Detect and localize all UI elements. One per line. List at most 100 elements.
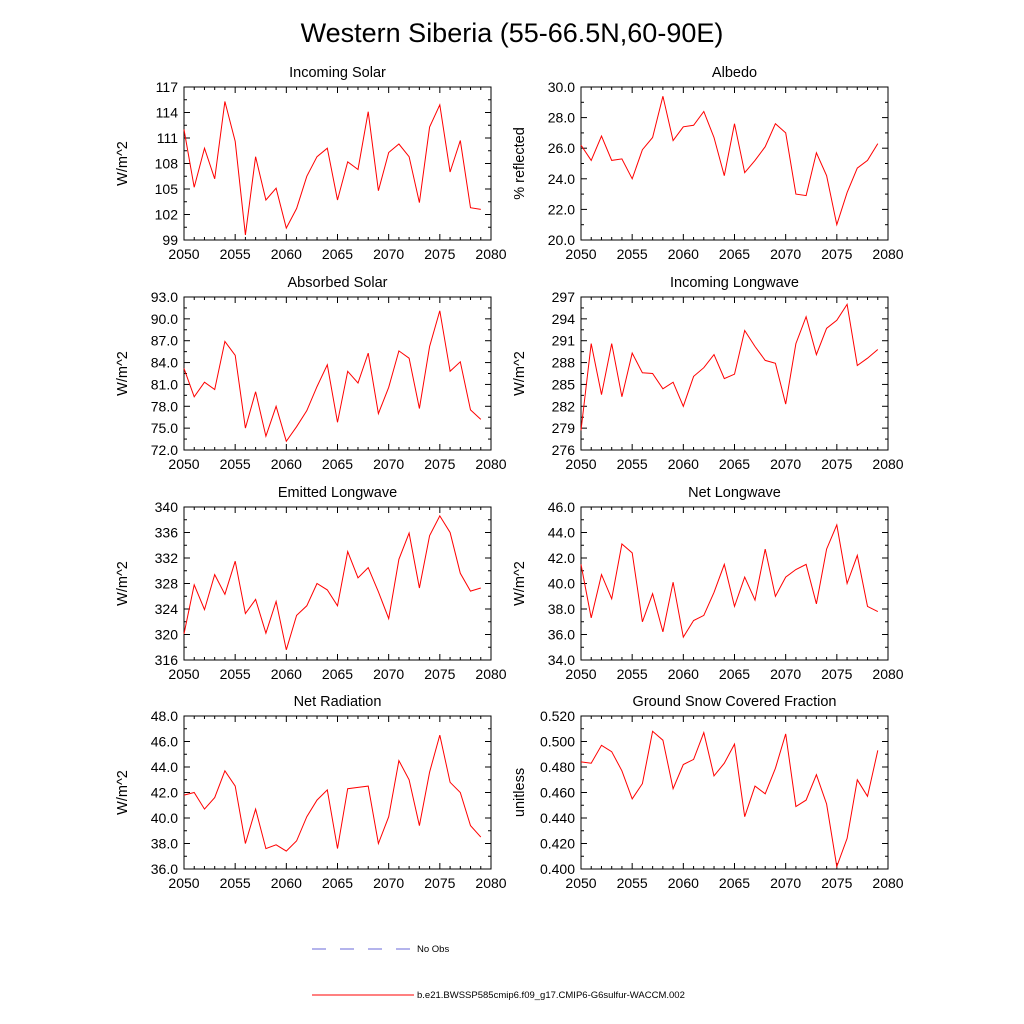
plot-frame	[580, 506, 889, 661]
y-tick-label: 117	[156, 79, 179, 95]
y-tick-label: 36.0	[151, 861, 178, 877]
y-axis-label: W/m^2	[512, 561, 528, 606]
y-tick-label: 34.0	[548, 652, 575, 668]
x-tick-label: 2055	[617, 666, 648, 682]
x-tick-label: 2065	[322, 875, 353, 891]
x-tick-label: 2055	[220, 246, 251, 262]
x-tick-label: 2050	[565, 666, 596, 682]
x-tick-label: 2050	[168, 666, 199, 682]
y-tick-label: 46.0	[151, 734, 178, 750]
x-tick-label: 2075	[821, 875, 852, 891]
panel-title: Net Radiation	[294, 694, 382, 710]
y-axis-label: W/m^2	[115, 351, 131, 396]
x-tick-label: 2080	[872, 456, 903, 472]
y-tick-label: 294	[552, 311, 576, 327]
y-axis-label: % reflected	[512, 127, 528, 200]
x-tick-label: 2075	[424, 666, 455, 682]
x-tick-label: 2050	[168, 875, 199, 891]
y-tick-label: 36.0	[548, 627, 575, 643]
series-line	[580, 523, 879, 639]
legend: No Obs b.e21.BWSSP585cmip6.f09_g17.CMIP6…	[312, 944, 685, 1001]
y-tick-label: 316	[155, 652, 179, 668]
x-tick-label: 2060	[271, 246, 302, 262]
y-axis-label: W/m^2	[115, 141, 131, 186]
panel-5: Net Longwave W/m^2 2050 2055 2060 2065 2070 207…	[512, 485, 904, 682]
y-tick-label: 40.0	[151, 810, 178, 826]
panel-7: Ground Snow Covered Fraction unitless 2050…	[512, 694, 904, 891]
y-tick-label: 90.0	[151, 311, 178, 327]
y-axis-label: W/m^2	[512, 351, 528, 396]
x-tick-label: 2080	[872, 246, 903, 262]
panel-title: Net Longwave	[688, 485, 781, 501]
x-tick-label: 2060	[271, 666, 302, 682]
x-tick-label: 2050	[168, 246, 199, 262]
panel-3: Incoming Longwave W/m^2 2050 2055 2060 2065 20…	[512, 275, 904, 472]
y-tick-label: 42.0	[548, 550, 575, 566]
x-tick-label: 2075	[424, 875, 455, 891]
x-tick-label: 2080	[475, 456, 506, 472]
y-tick-label: 297	[552, 289, 576, 305]
y-tick-label: 108	[155, 156, 179, 172]
x-tick-label: 2060	[271, 456, 302, 472]
x-tick-label: 2065	[719, 666, 750, 682]
y-tick-label: 114	[156, 105, 179, 121]
x-tick-label: 2050	[565, 456, 596, 472]
series-line	[183, 514, 481, 650]
x-tick-label: 2070	[373, 246, 404, 262]
panel-title: Absorbed Solar	[288, 275, 388, 291]
plot-frame	[183, 506, 492, 661]
y-tick-label: 0.400	[540, 861, 575, 877]
panel-title: Albedo	[712, 65, 757, 81]
x-tick-label: 2055	[220, 666, 251, 682]
x-tick-label: 2075	[821, 666, 852, 682]
series-line	[183, 101, 481, 235]
y-axis-label: W/m^2	[115, 561, 131, 606]
panel-2: Absorbed Solar W/m^2 2050 2055 2060 2065 2070 2…	[115, 275, 507, 472]
y-tick-label: 22.0	[548, 201, 575, 217]
x-tick-label: 2060	[668, 456, 699, 472]
y-tick-label: 0.460	[540, 785, 575, 801]
x-tick-label: 2060	[668, 246, 699, 262]
plot-frame	[183, 296, 492, 451]
y-tick-label: 328	[155, 576, 179, 592]
x-tick-label: 2055	[220, 875, 251, 891]
y-tick-label: 99	[162, 232, 178, 248]
panel-6: Net Radiation W/m^2 2050 2055 2060 2065 2070 20…	[115, 694, 507, 891]
y-tick-label: 282	[552, 398, 576, 414]
x-tick-label: 2070	[373, 875, 404, 891]
x-tick-label: 2080	[872, 875, 903, 891]
series-line	[580, 730, 879, 869]
y-tick-label: 291	[552, 333, 576, 349]
panel-1: Albedo % reflected 2050 2055 2060 2065 2070 207…	[512, 65, 904, 262]
x-tick-label: 2080	[475, 666, 506, 682]
x-tick-label: 2075	[821, 246, 852, 262]
y-tick-label: 279	[552, 420, 576, 436]
y-tick-label: 38.0	[548, 601, 575, 617]
y-tick-label: 24.0	[548, 171, 575, 187]
y-tick-label: 28.0	[548, 110, 575, 126]
x-tick-label: 2070	[770, 666, 801, 682]
series-line	[183, 310, 482, 443]
x-tick-label: 2070	[373, 666, 404, 682]
x-tick-label: 2060	[271, 875, 302, 891]
y-tick-label: 30.0	[548, 79, 575, 95]
y-tick-label: 81.0	[151, 376, 178, 392]
x-tick-label: 2070	[770, 246, 801, 262]
y-axis-label: unitless	[512, 768, 528, 817]
x-tick-label: 2055	[617, 875, 648, 891]
x-tick-label: 2070	[770, 456, 801, 472]
y-axis-label: W/m^2	[115, 770, 131, 815]
y-tick-label: 288	[552, 355, 576, 371]
y-tick-label: 0.420	[540, 836, 575, 852]
y-tick-label: 72.0	[151, 442, 178, 458]
x-tick-label: 2065	[322, 456, 353, 472]
series-line	[580, 96, 879, 227]
y-tick-label: 42.0	[151, 785, 178, 801]
panel-title: Incoming Solar	[289, 65, 386, 81]
x-tick-label: 2080	[475, 875, 506, 891]
y-tick-label: 0.480	[540, 759, 575, 775]
y-tick-label: 93.0	[151, 289, 178, 305]
x-tick-label: 2065	[719, 875, 750, 891]
x-tick-label: 2065	[719, 246, 750, 262]
